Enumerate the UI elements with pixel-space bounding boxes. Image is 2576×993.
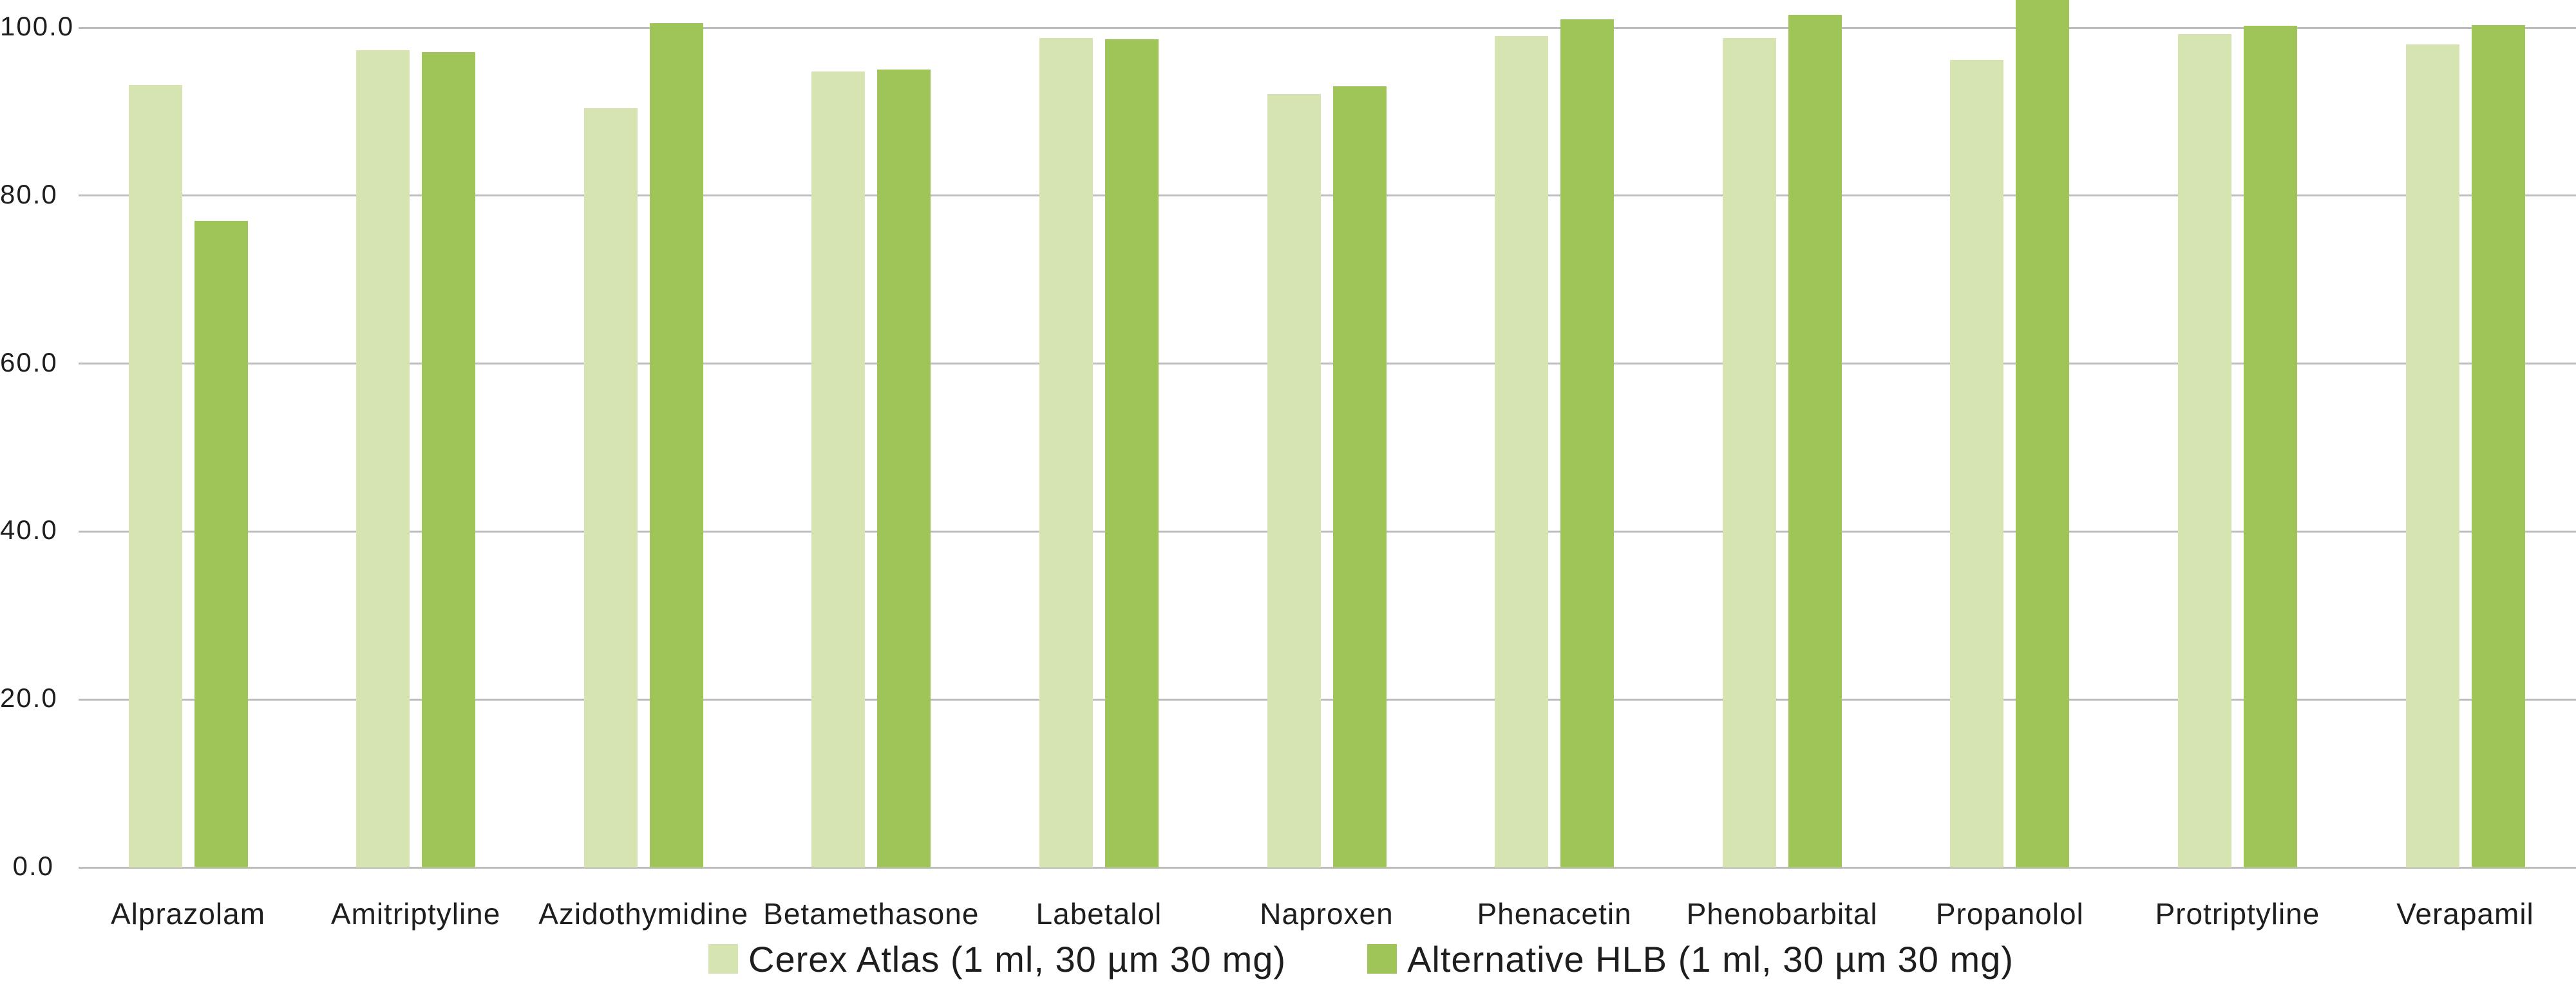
gridline-80.0 — [79, 194, 2576, 197]
bar-amitriptyline-series-2 — [422, 52, 476, 867]
x-category-label-alprazolam: Alprazolam — [110, 897, 266, 931]
bar-phenobarbital-series-2 — [1788, 15, 1842, 867]
x-category-label-betamethasone: Betamethasone — [763, 897, 980, 931]
bar-labetalol-series-1 — [1039, 37, 1093, 867]
gridline-100.0 — [79, 26, 2576, 29]
x-category-label-labetalol: Labetalol — [1036, 897, 1162, 931]
bar-alprazolam-series-2 — [194, 220, 248, 867]
x-category-label-verapamil: Verapamil — [2396, 897, 2534, 931]
y-tick-label: 40.0 — [0, 515, 58, 545]
x-category-label-amitriptyline: Amitriptyline — [330, 897, 501, 931]
bar-azidothymidine-series-1 — [583, 108, 638, 867]
bar-verapamil-series-1 — [2405, 44, 2459, 867]
x-category-label-naproxen: Naproxen — [1260, 897, 1394, 931]
bar-phenacetin-series-1 — [1495, 36, 1549, 867]
gridline-40.0 — [79, 530, 2576, 533]
bar-propanolol-series-2 — [2016, 0, 2070, 867]
legend-label: Alternative HLB (1 ml, 30 µm 30 mg) — [1407, 938, 2014, 979]
legend-item-series-1: Cerex Atlas (1 ml, 30 µm 30 mg) — [708, 938, 1286, 980]
legend-label: Cerex Atlas (1 ml, 30 µm 30 mg) — [748, 938, 1287, 979]
legend-swatch-icon — [1367, 944, 1397, 974]
y-tick-label: 0.0 — [12, 851, 54, 881]
legend-item-series-2: Alternative HLB (1 ml, 30 µm 30 mg) — [1367, 938, 2014, 980]
y-tick-label: 80.0 — [0, 178, 58, 209]
bar-phenobarbital-series-1 — [1722, 37, 1776, 867]
bar-azidothymidine-series-2 — [649, 23, 703, 867]
gridline-60.0 — [79, 363, 2576, 365]
x-category-label-protriptyline: Protriptyline — [2155, 897, 2320, 931]
bar-amitriptyline-series-1 — [356, 50, 410, 867]
bar-propanolol-series-1 — [1950, 59, 2004, 867]
bar-protriptyline-series-2 — [2243, 26, 2297, 867]
x-category-label-propanolol: Propanolol — [1935, 897, 2084, 931]
y-tick-label: 100.0 — [0, 11, 75, 41]
x-category-label-phenacetin: Phenacetin — [1477, 897, 1632, 931]
gridline-20.0 — [79, 698, 2576, 701]
y-tick-label: 60.0 — [0, 346, 58, 377]
bar-betamethasone-series-1 — [811, 71, 866, 867]
bar-naproxen-series-2 — [1332, 86, 1387, 867]
x-category-label-azidothymidine: Azidothymidine — [538, 897, 749, 931]
bar-betamethasone-series-2 — [877, 70, 931, 867]
bar-verapamil-series-2 — [2471, 25, 2525, 867]
bar-alprazolam-series-1 — [128, 84, 182, 867]
bar-protriptyline-series-1 — [2177, 34, 2231, 867]
bar-labetalol-series-2 — [1104, 39, 1159, 867]
bar-phenacetin-series-2 — [1560, 19, 1615, 867]
x-category-label-phenobarbital: Phenobarbital — [1686, 897, 1878, 931]
gridline-0.0 — [79, 866, 2576, 869]
legend-swatch-icon — [708, 944, 738, 974]
chart-legend: Cerex Atlas (1 ml, 30 µm 30 mg) Alternati… — [708, 939, 2014, 979]
bar-naproxen-series-1 — [1267, 94, 1321, 867]
y-tick-label: 20.0 — [0, 683, 58, 714]
